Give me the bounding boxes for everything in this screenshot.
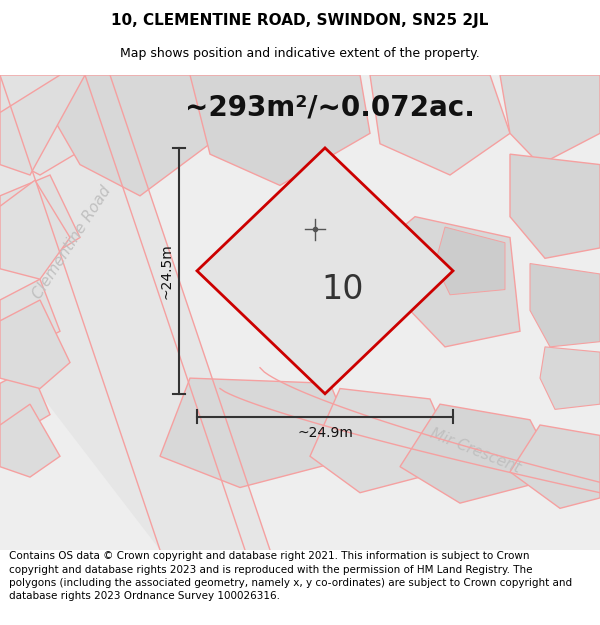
Text: Mir Crescent: Mir Crescent	[428, 426, 523, 476]
Text: ~293m²/~0.072ac.: ~293m²/~0.072ac.	[185, 93, 475, 121]
Polygon shape	[540, 347, 600, 409]
Polygon shape	[400, 404, 560, 503]
Text: Map shows position and indicative extent of the property.: Map shows position and indicative extent…	[120, 48, 480, 61]
Text: Contains OS data © Crown copyright and database right 2021. This information is : Contains OS data © Crown copyright and d…	[9, 551, 572, 601]
Polygon shape	[0, 180, 70, 279]
Polygon shape	[50, 75, 210, 196]
Text: 10: 10	[322, 273, 364, 306]
Text: ~24.9m: ~24.9m	[297, 426, 353, 441]
Polygon shape	[390, 217, 520, 347]
Polygon shape	[500, 75, 600, 164]
Polygon shape	[0, 175, 80, 269]
Polygon shape	[0, 75, 110, 175]
Polygon shape	[530, 264, 600, 347]
Text: Clementine Road: Clementine Road	[30, 184, 114, 302]
Polygon shape	[370, 75, 510, 175]
Text: 10, CLEMENTINE ROAD, SWINDON, SN25 2JL: 10, CLEMENTINE ROAD, SWINDON, SN25 2JL	[112, 14, 488, 29]
Polygon shape	[310, 389, 460, 492]
Polygon shape	[0, 75, 85, 175]
Polygon shape	[510, 154, 600, 258]
Polygon shape	[510, 425, 600, 508]
Polygon shape	[435, 227, 505, 295]
Polygon shape	[0, 368, 50, 436]
Polygon shape	[0, 300, 70, 389]
Polygon shape	[197, 148, 453, 394]
Polygon shape	[190, 75, 370, 186]
Polygon shape	[0, 75, 270, 550]
Polygon shape	[160, 378, 360, 488]
Polygon shape	[0, 279, 60, 352]
Text: ~24.5m: ~24.5m	[160, 243, 174, 299]
Polygon shape	[0, 404, 60, 477]
